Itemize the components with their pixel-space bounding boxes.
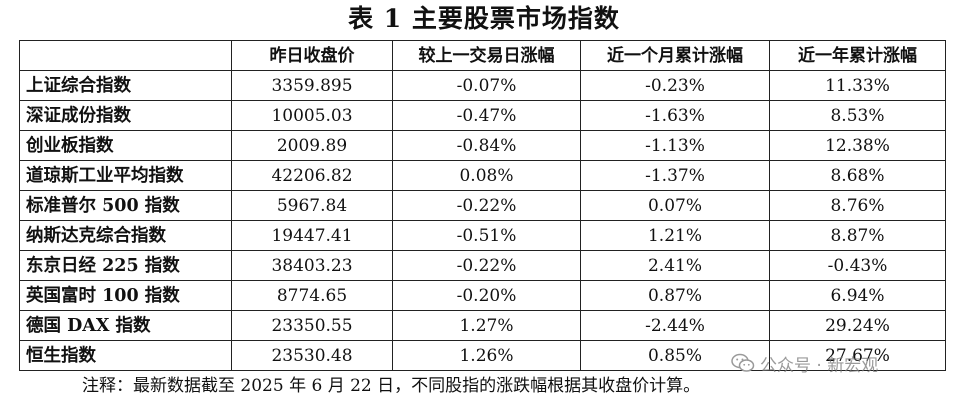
cell-monthly-change: -0.23%: [580, 70, 770, 101]
cell-close-price: 23530.48: [231, 340, 393, 371]
cell-yearly-change: 11.33%: [769, 70, 946, 101]
cell-close-price: 5967.84: [231, 190, 393, 221]
cell-yearly-change: 8.76%: [769, 190, 946, 221]
cell-yearly-change: -0.43%: [769, 250, 946, 281]
cell-index-name: 深证成份指数: [19, 100, 232, 131]
cell-close-price: 8774.65: [231, 280, 393, 311]
cell-index-name: 道琼斯工业平均指数: [19, 160, 232, 191]
header-cell-yearly-change: 近一年累计涨幅: [769, 40, 946, 71]
table-row: 纳斯达克综合指数 19447.41 -0.51% 1.21% 8.87%: [19, 220, 946, 251]
cell-index-name: 德国 DAX 指数: [19, 310, 232, 341]
table-row: 英国富时 100 指数 8774.65 -0.20% 0.87% 6.94%: [19, 280, 946, 311]
table-row: 标准普尔 500 指数 5967.84 -0.22% 0.07% 8.76%: [19, 190, 946, 221]
cell-monthly-change: -1.37%: [580, 160, 770, 191]
cell-daily-change: 0.08%: [392, 160, 581, 191]
cell-close-price: 19447.41: [231, 220, 393, 251]
header-cell-index-name: [19, 40, 232, 71]
cell-daily-change: -0.47%: [392, 100, 581, 131]
table-row: 德国 DAX 指数 23350.55 1.27% -2.44% 29.24%: [19, 310, 946, 341]
cell-yearly-change: 27.67%: [769, 340, 946, 371]
cell-monthly-change: 0.07%: [580, 190, 770, 221]
cell-monthly-change: 2.41%: [580, 250, 770, 281]
cell-yearly-change: 12.38%: [769, 130, 946, 161]
cell-close-price: 2009.89: [231, 130, 393, 161]
cell-index-name: 上证综合指数: [19, 70, 232, 101]
table-row: 创业板指数 2009.89 -0.84% -1.13% 12.38%: [19, 130, 946, 161]
cell-close-price: 42206.82: [231, 160, 393, 191]
cell-yearly-change: 8.68%: [769, 160, 946, 191]
table-row: 东京日经 225 指数 38403.23 -0.22% 2.41% -0.43%: [19, 250, 946, 281]
cell-daily-change: -0.22%: [392, 250, 581, 281]
table-row: 上证综合指数 3359.895 -0.07% -0.23% 11.33%: [19, 70, 946, 101]
cell-monthly-change: 1.21%: [580, 220, 770, 251]
cell-daily-change: -0.07%: [392, 70, 581, 101]
cell-close-price: 38403.23: [231, 250, 393, 281]
watermark-text: 公众号 · 新宏观: [760, 355, 879, 376]
cell-index-name: 标准普尔 500 指数: [19, 190, 232, 221]
cell-monthly-change: 0.87%: [580, 280, 770, 311]
cell-daily-change: 1.26%: [392, 340, 581, 371]
wechat-icon: [731, 353, 755, 372]
table-row: 恒生指数 23530.48 1.26% 0.85% 27.67%: [19, 340, 946, 371]
cell-daily-change: -0.20%: [392, 280, 581, 311]
table-row: 道琼斯工业平均指数 42206.82 0.08% -1.37% 8.68%: [19, 160, 946, 191]
cell-close-price: 10005.03: [231, 100, 393, 131]
cell-monthly-change: 0.85%: [580, 340, 770, 371]
cell-yearly-change: 29.24%: [769, 310, 946, 341]
cell-daily-change: -0.22%: [392, 190, 581, 221]
cell-monthly-change: -2.44%: [580, 310, 770, 341]
table-header-row: 昨日收盘价 较上一交易日涨幅 近一个月累计涨幅 近一年累计涨幅: [19, 40, 946, 71]
table-title: 表 1 主要股票市场指数: [348, 4, 620, 33]
cell-yearly-change: 8.53%: [769, 100, 946, 131]
cell-daily-change: 1.27%: [392, 310, 581, 341]
cell-close-price: 3359.895: [231, 70, 393, 101]
cell-daily-change: -0.84%: [392, 130, 581, 161]
table-body: 上证综合指数 3359.895 -0.07% -0.23% 11.33% 深证成份指数 10…: [19, 70, 946, 371]
cell-index-name: 恒生指数: [19, 340, 232, 371]
header-cell-monthly-change: 近一个月累计涨幅: [580, 40, 770, 71]
cell-index-name: 纳斯达克综合指数: [19, 220, 232, 251]
cell-monthly-change: -1.63%: [580, 100, 770, 131]
cell-index-name: 东京日经 225 指数: [19, 250, 232, 281]
cell-index-name: 英国富时 100 指数: [19, 280, 232, 311]
watermark: 公众号 · 新宏观: [731, 347, 878, 379]
cell-close-price: 23350.55: [231, 310, 393, 341]
header-cell-close-price: 昨日收盘价: [231, 40, 393, 71]
cell-monthly-change: -1.13%: [580, 130, 770, 161]
cell-index-name: 创业板指数: [19, 130, 232, 161]
cell-daily-change: -0.51%: [392, 220, 581, 251]
cell-yearly-change: 8.87%: [769, 220, 946, 251]
cell-yearly-change: 6.94%: [769, 280, 946, 311]
table-row: 深证成份指数 10005.03 -0.47% -1.63% 8.53%: [19, 100, 946, 131]
header-cell-daily-change: 较上一交易日涨幅: [392, 40, 581, 71]
footnote: 注释：最新数据截至 2025 年 6 月 22 日，不同股指的涨跌幅根据其收盘价…: [82, 376, 701, 396]
stock-index-table: 昨日收盘价 较上一交易日涨幅 近一个月累计涨幅 近一年累计涨幅 上证综合指数 33…: [19, 40, 946, 371]
